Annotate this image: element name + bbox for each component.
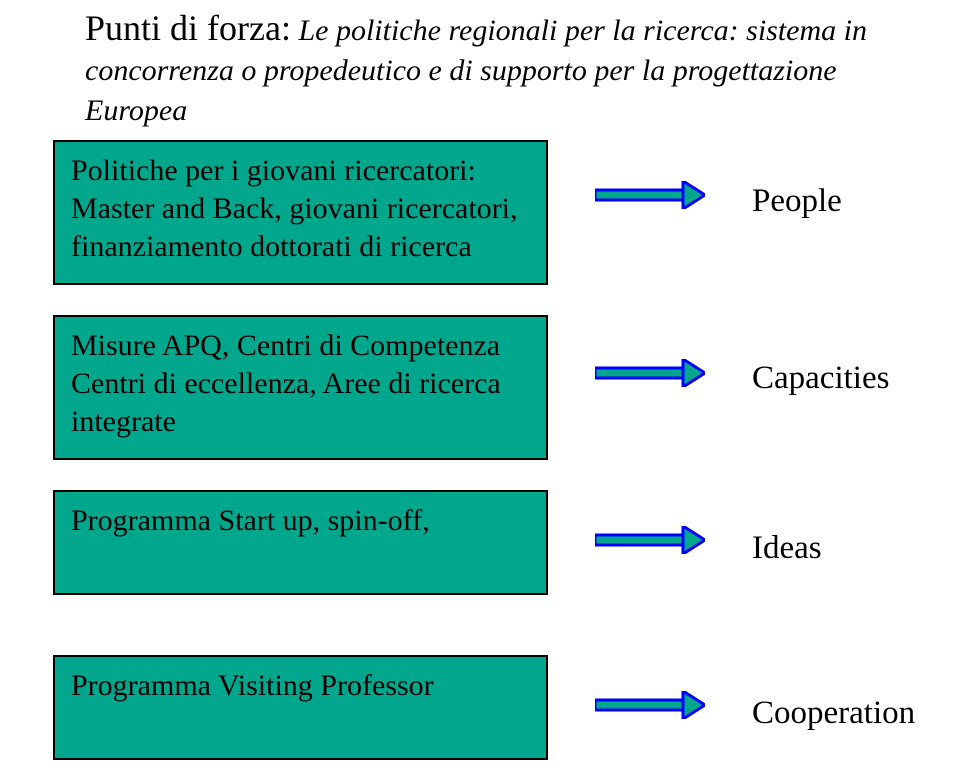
label-ideas: Ideas [752, 530, 822, 567]
box1-line1: Politiche per i giovani ricercatori: [71, 154, 476, 187]
title-line-2: concorrenza o propedeutico e di supporto… [85, 54, 837, 127]
box2-line1: Misure APQ, Centri di Competenza [71, 329, 500, 362]
box1-line3: finanziamento dottorati di ricerca [71, 230, 472, 263]
box-programma-startup: Programma Start up, spin-off, [53, 490, 548, 595]
box3-line1: Programma Start up, spin-off, [71, 504, 430, 537]
arrow-icon [595, 526, 705, 554]
box-politiche-giovani: Politiche per i giovani ricercatori: Mas… [53, 140, 548, 285]
box2-line3: integrate [71, 405, 176, 438]
title-rest-1: Le politiche regionali per la ricerca: s… [291, 14, 867, 47]
box2-line2: Centri di eccellenza, Aree di ricerca [71, 367, 501, 400]
box-misure-apq: Misure APQ, Centri di Competenza Centri … [53, 315, 548, 460]
arrow-icon [595, 181, 705, 209]
label-cooperation: Cooperation [752, 695, 915, 732]
box4-line1: Programma Visiting Professor [71, 669, 434, 702]
slide-title: Punti di forza: Le politiche regionali p… [85, 8, 895, 131]
title-lead: Punti di forza: [85, 8, 291, 48]
label-capacities: Capacities [752, 360, 889, 397]
arrow-icon [595, 359, 705, 387]
label-people: People [752, 183, 842, 220]
arrow-icon [595, 691, 705, 719]
box1-line2: Master and Back, giovani ricercatori, [71, 192, 517, 225]
box-visiting-professor: Programma Visiting Professor [53, 655, 548, 760]
slide: Punti di forza: Le politiche regionali p… [0, 0, 960, 781]
